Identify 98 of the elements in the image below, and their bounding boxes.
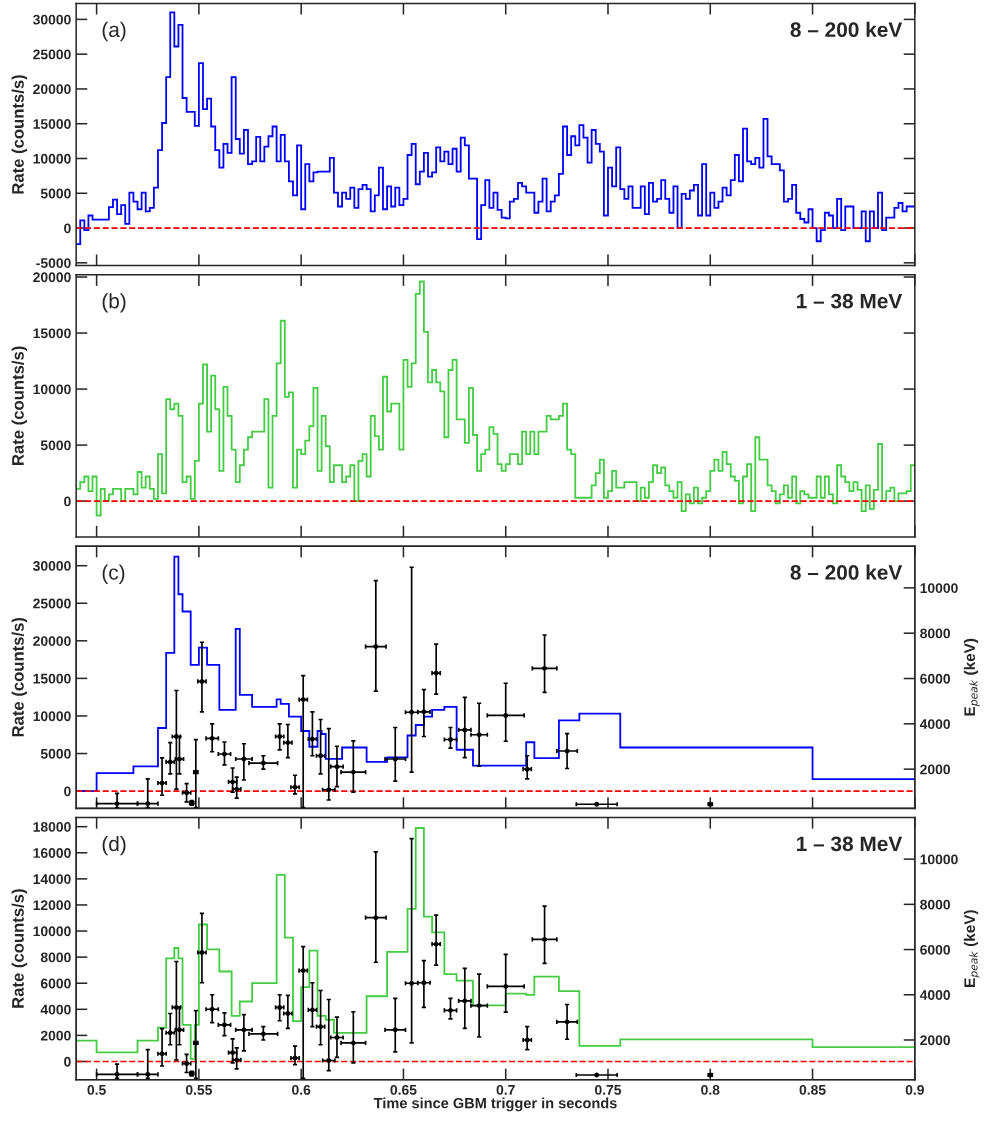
y-axis-title: Rate (counts/s) bbox=[11, 75, 28, 194]
point bbox=[448, 737, 453, 742]
point bbox=[476, 732, 482, 738]
y-tick-label: 15000 bbox=[33, 119, 71, 129]
y2-tick-label: 2000 bbox=[920, 764, 951, 775]
point bbox=[350, 1040, 356, 1046]
annotation: 8 – 200 keV bbox=[790, 21, 903, 38]
y-tick-label: 15000 bbox=[33, 328, 71, 339]
y-axis-title: Rate (counts/s) bbox=[11, 617, 28, 737]
point bbox=[409, 980, 415, 986]
y2-tick-label: 6000 bbox=[920, 673, 951, 684]
point bbox=[373, 915, 379, 921]
y-tick-label: 12000 bbox=[33, 900, 71, 911]
point bbox=[334, 764, 340, 770]
y2-tick-label: 6000 bbox=[920, 944, 951, 955]
y-tick-label: 0 bbox=[64, 223, 71, 234]
point bbox=[260, 760, 266, 766]
point bbox=[476, 1003, 482, 1009]
point bbox=[326, 787, 332, 793]
y2-axis-title: E$_{peak}$ (keV) bbox=[963, 910, 980, 987]
point bbox=[503, 713, 509, 718]
point bbox=[241, 1027, 247, 1033]
y-tick-label: 14000 bbox=[33, 874, 71, 885]
point bbox=[209, 1006, 215, 1012]
annotation: 1 – 38 MeV bbox=[797, 836, 903, 852]
annotation: (b) bbox=[102, 293, 126, 313]
y2-tick-label: 2000 bbox=[920, 1035, 951, 1046]
point bbox=[542, 936, 548, 942]
y-axis-title: Rate (counts/s) bbox=[11, 889, 28, 1008]
x-tick-label: 0.9 bbox=[905, 1084, 924, 1095]
y-axis-title: Rate (counts/s) bbox=[11, 346, 28, 465]
y2-tick-label: 4000 bbox=[919, 719, 951, 730]
y-tick-label: 20000 bbox=[33, 272, 71, 283]
point bbox=[462, 727, 468, 733]
y-tick-label: 0 bbox=[64, 1056, 71, 1067]
point bbox=[209, 735, 215, 741]
y-tick-label: 8000 bbox=[40, 952, 71, 963]
y-tick-label: 0 bbox=[64, 786, 71, 797]
point bbox=[421, 709, 427, 715]
x-tick-label: 0.55 bbox=[185, 1084, 213, 1095]
y-tick-label: 2000 bbox=[40, 1030, 71, 1041]
y-tick-label: 10000 bbox=[33, 926, 71, 937]
point bbox=[373, 644, 379, 649]
y-tick-label: 15000 bbox=[33, 673, 71, 684]
y-tick-label: 20000 bbox=[33, 636, 71, 646]
y2-tick-label: 4000 bbox=[919, 990, 951, 1000]
y-tick-label: 25000 bbox=[33, 49, 71, 60]
point bbox=[326, 1058, 332, 1063]
annotation: (d) bbox=[102, 835, 126, 856]
point bbox=[392, 1027, 398, 1033]
annotation: 1 – 38 MeV bbox=[797, 293, 903, 309]
y-tick-label: 5000 bbox=[40, 748, 71, 759]
point bbox=[409, 709, 415, 715]
x-tick-label: 0.85 bbox=[799, 1084, 826, 1095]
point bbox=[260, 1031, 266, 1037]
point bbox=[334, 1035, 340, 1040]
y-tick-label: 4000 bbox=[40, 1004, 71, 1015]
x-tick-label: 0.8 bbox=[701, 1084, 720, 1095]
x-axis-title: Time since GBM trigger in seconds bbox=[373, 1097, 617, 1112]
x-tick-label: 0.6 bbox=[292, 1084, 311, 1095]
point bbox=[222, 1022, 227, 1028]
x-tick-label: 0.65 bbox=[390, 1084, 417, 1095]
point bbox=[503, 983, 509, 989]
y2-tick-label: 8000 bbox=[920, 628, 951, 639]
point bbox=[392, 756, 398, 762]
y-tick-label: 10000 bbox=[33, 384, 71, 395]
y2-tick-label: 10000 bbox=[920, 583, 958, 594]
point bbox=[542, 665, 548, 671]
y-tick-label: 20000 bbox=[33, 84, 71, 95]
y-tick-label: 5000 bbox=[40, 188, 71, 199]
y-tick-label: 16000 bbox=[33, 848, 71, 858]
point bbox=[564, 748, 570, 754]
y2-axis-title: E$_{peak}$ (keV) bbox=[963, 638, 980, 716]
annotation: 8 – 200 keV bbox=[790, 564, 903, 580]
point bbox=[564, 1019, 570, 1025]
x-tick-label: 0.7 bbox=[496, 1084, 515, 1095]
y-tick-label: 18000 bbox=[33, 822, 71, 832]
y2-tick-label: 8000 bbox=[920, 899, 951, 910]
y-tick-label: 5000 bbox=[40, 440, 71, 451]
x-tick-label: 0.75 bbox=[595, 1084, 622, 1095]
annotation: (a) bbox=[102, 21, 126, 42]
point bbox=[241, 756, 247, 762]
y-tick-label: 10000 bbox=[33, 711, 71, 722]
y-tick-label: 6000 bbox=[40, 978, 71, 989]
point bbox=[350, 769, 356, 775]
y-tick-label: 25000 bbox=[33, 598, 71, 609]
y-tick-label: 0 bbox=[64, 496, 71, 507]
y-tick-label: 30000 bbox=[32, 14, 71, 25]
x-tick-label: 0.5 bbox=[87, 1084, 106, 1095]
y-tick-label: -5000 bbox=[36, 258, 71, 268]
annotation: (c) bbox=[102, 564, 125, 584]
point bbox=[222, 751, 227, 757]
y-tick-label: 30000 bbox=[32, 561, 71, 571]
point bbox=[421, 980, 427, 986]
point bbox=[462, 998, 468, 1004]
point bbox=[448, 1007, 453, 1013]
y-tick-label: 10000 bbox=[33, 153, 71, 164]
y2-tick-label: 10000 bbox=[920, 854, 958, 865]
